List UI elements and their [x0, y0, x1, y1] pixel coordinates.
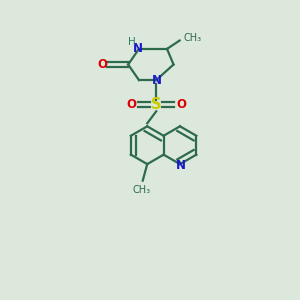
Text: S: S [151, 97, 161, 112]
Text: N: N [176, 159, 186, 172]
Text: H: H [128, 37, 135, 47]
Text: CH₃: CH₃ [184, 33, 202, 43]
Text: O: O [176, 98, 186, 111]
Text: O: O [98, 58, 108, 71]
Text: N: N [134, 42, 143, 55]
Text: CH₃: CH₃ [133, 185, 151, 195]
Text: O: O [126, 98, 136, 111]
Text: N: N [152, 74, 162, 87]
